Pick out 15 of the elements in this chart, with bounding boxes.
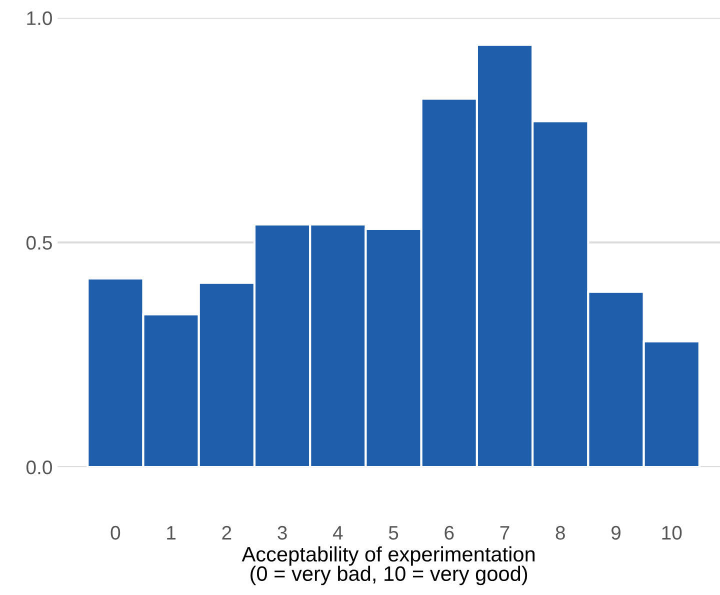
y-tick-label: 0.5 [26,236,52,250]
x-tick-label: 9 [612,526,620,540]
x-tick-label: 1 [167,526,176,540]
y-tick-label: 0.0 [26,460,52,474]
x-tick-label: 2 [222,526,232,540]
x-tick-label: 7 [500,526,510,540]
x-tick-label: 6 [444,526,454,540]
x-tick-label: 0 [110,526,120,540]
x-axis-title: Acceptability of experimentation (0 = very bad, 10 = very good) [242,546,535,586]
x-tick-label: 4 [332,526,343,540]
y-tick-label: 1.0 [27,11,52,26]
x-tick-label: 5 [388,526,398,540]
x-tick-label: 3 [278,526,287,540]
x-tick-label: 10 [662,526,682,540]
x-tick-label: 8 [556,526,565,540]
